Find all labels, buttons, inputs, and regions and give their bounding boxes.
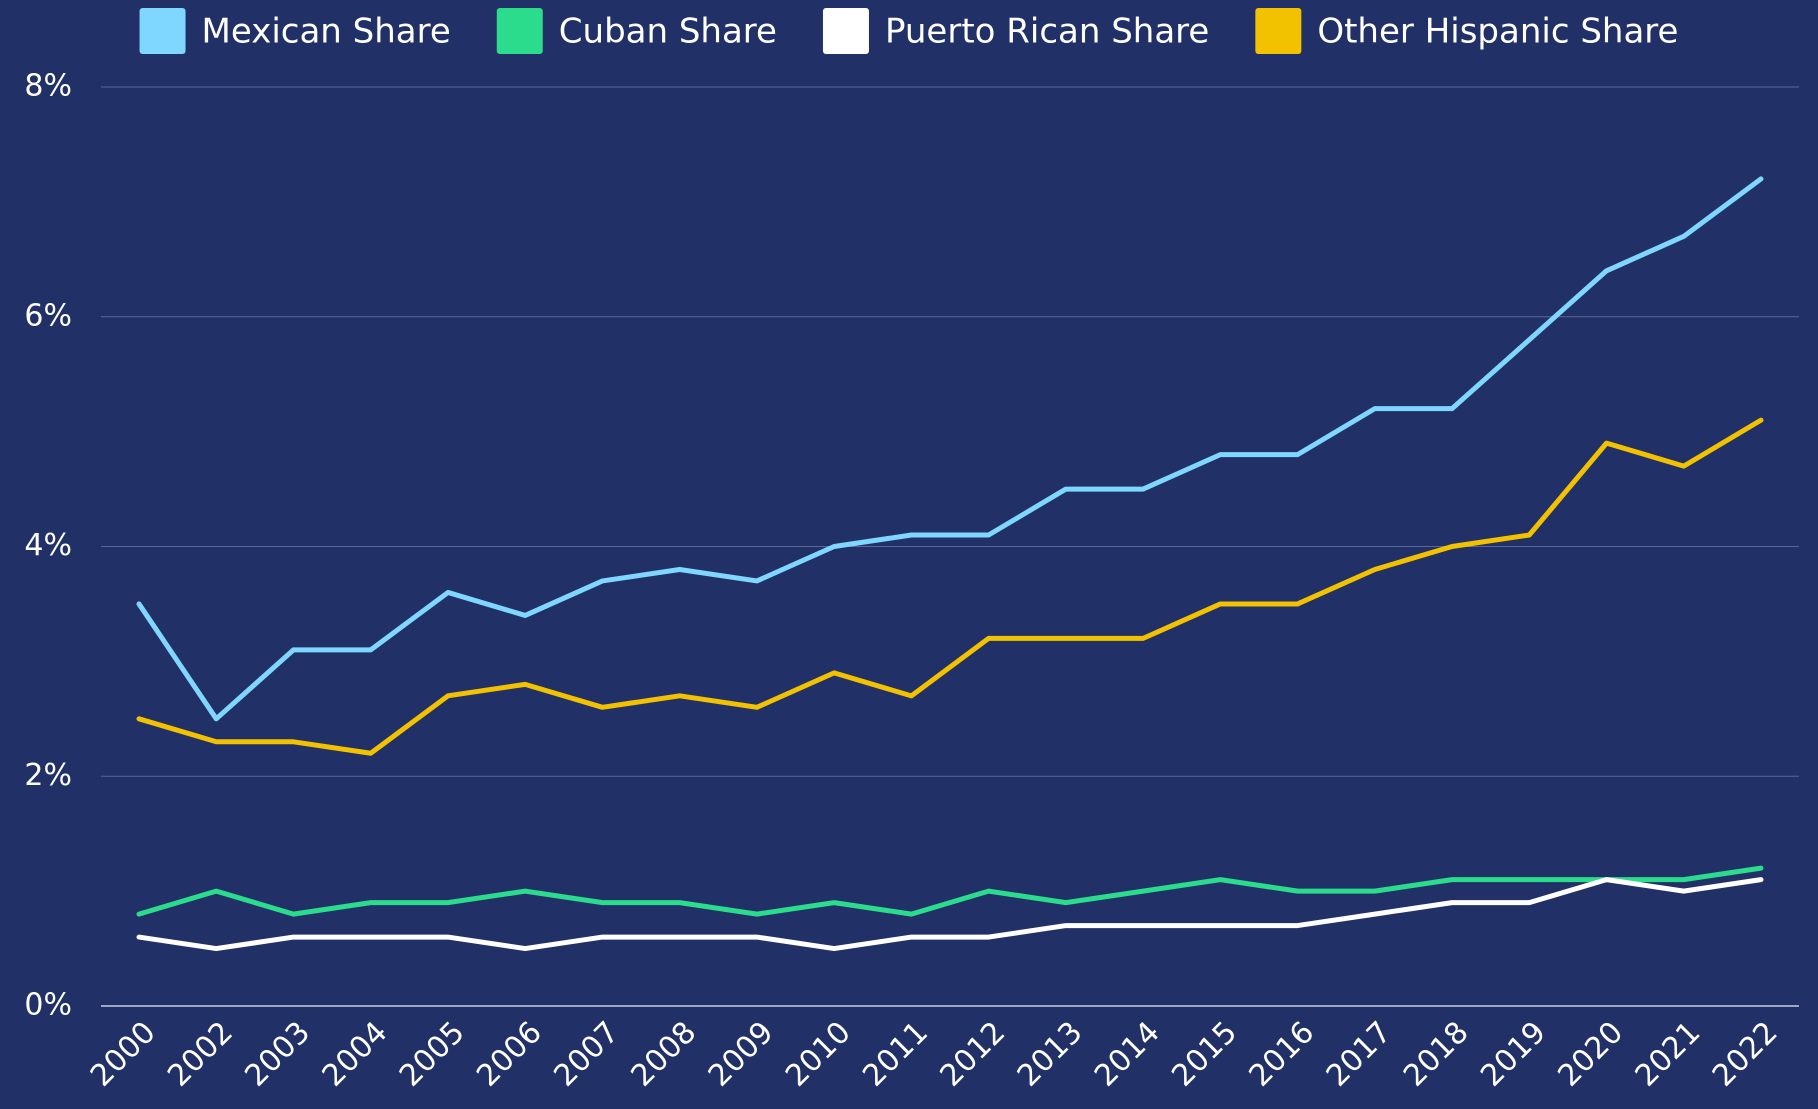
legend-label: Cuban Share xyxy=(559,12,777,52)
y-tick-label: 4% xyxy=(24,528,72,563)
legend-swatch xyxy=(822,8,869,54)
legend-label: Puerto Rican Share xyxy=(885,12,1209,52)
y-tick-label: 0% xyxy=(24,988,72,1023)
legend-swatch xyxy=(139,8,186,54)
legend-label: Other Hispanic Share xyxy=(1317,12,1678,52)
series-line xyxy=(136,877,1764,952)
series-line xyxy=(136,865,1764,917)
legend-swatch xyxy=(496,8,543,54)
y-tick-label: 2% xyxy=(24,758,72,793)
series-line xyxy=(136,417,1764,756)
series-line xyxy=(136,176,1764,722)
y-tick-label: 8% xyxy=(24,69,72,104)
legend-label: Mexican Share xyxy=(202,12,451,52)
y-tick-label: 6% xyxy=(24,298,72,333)
legend-swatch xyxy=(1255,8,1302,54)
